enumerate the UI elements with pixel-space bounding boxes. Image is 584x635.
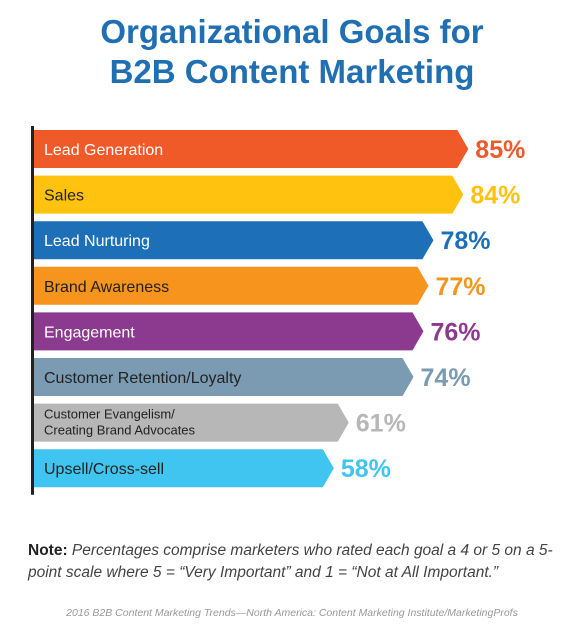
chart-title-line-1: Organizational Goals for: [100, 13, 484, 50]
bar-group: Sales 84%: [34, 175, 520, 214]
value-label: 74%: [421, 364, 471, 392]
category-label-line: Customer Evangelism/: [44, 407, 175, 422]
bar: [34, 130, 469, 168]
category-label: Customer Retention/Loyalty: [44, 370, 241, 387]
bar: [34, 449, 334, 488]
bar: [34, 403, 349, 442]
bar: [34, 266, 429, 305]
value-label: 84%: [470, 182, 520, 210]
bar-chart: Lead Generation 85% Sales 84% Lead Nurturing…: [31, 126, 525, 495]
bar: [34, 175, 464, 214]
bar-group: Lead Generation 85%: [34, 130, 525, 168]
bar-group: Engagement 76%: [34, 312, 481, 351]
category-label: Lead Nurturing: [44, 233, 150, 250]
value-label: 61%: [356, 410, 406, 438]
category-label: Lead Generation: [44, 142, 163, 159]
chart-title-line-2: B2B Content Marketing: [109, 53, 475, 90]
value-label: 85%: [475, 136, 525, 164]
category-label: Upsell/Cross-sell: [44, 461, 164, 478]
category-label: Engagement: [44, 324, 135, 341]
source-citation: 2016 B2B Content Marketing Trends—North …: [66, 607, 518, 619]
value-label: 76%: [430, 318, 480, 346]
y-axis-line: [31, 126, 34, 495]
bar: [34, 312, 424, 351]
bar-group: Upsell/Cross-sell 58%: [34, 449, 391, 488]
value-label: 58%: [341, 455, 391, 483]
value-label: 78%: [440, 227, 490, 255]
note-text: Percentages comprise marketers who rated…: [28, 542, 553, 581]
value-label: 77%: [435, 273, 485, 301]
note-label: Note:: [28, 542, 68, 559]
bar-group: Customer Retention/Loyalty 74%: [34, 358, 471, 396]
bar-group: Brand Awareness 77%: [34, 266, 486, 305]
bar: [34, 358, 414, 396]
bar: [34, 221, 434, 260]
category-label-line: Creating Brand Advocates: [44, 423, 196, 438]
category-label: Customer Evangelism/Creating Brand Advoc…: [44, 407, 196, 438]
chart-title: Organizational Goals for B2B Content Mar…: [0, 12, 584, 92]
bar-group: Lead Nurturing 78%: [34, 221, 490, 260]
category-label: Brand Awareness: [44, 279, 169, 296]
footnote: Note: Percentages comprise marketers who…: [28, 540, 568, 584]
category-label: Sales: [44, 188, 84, 205]
bar-group: Customer Evangelism/Creating Brand Advoc…: [34, 403, 406, 442]
